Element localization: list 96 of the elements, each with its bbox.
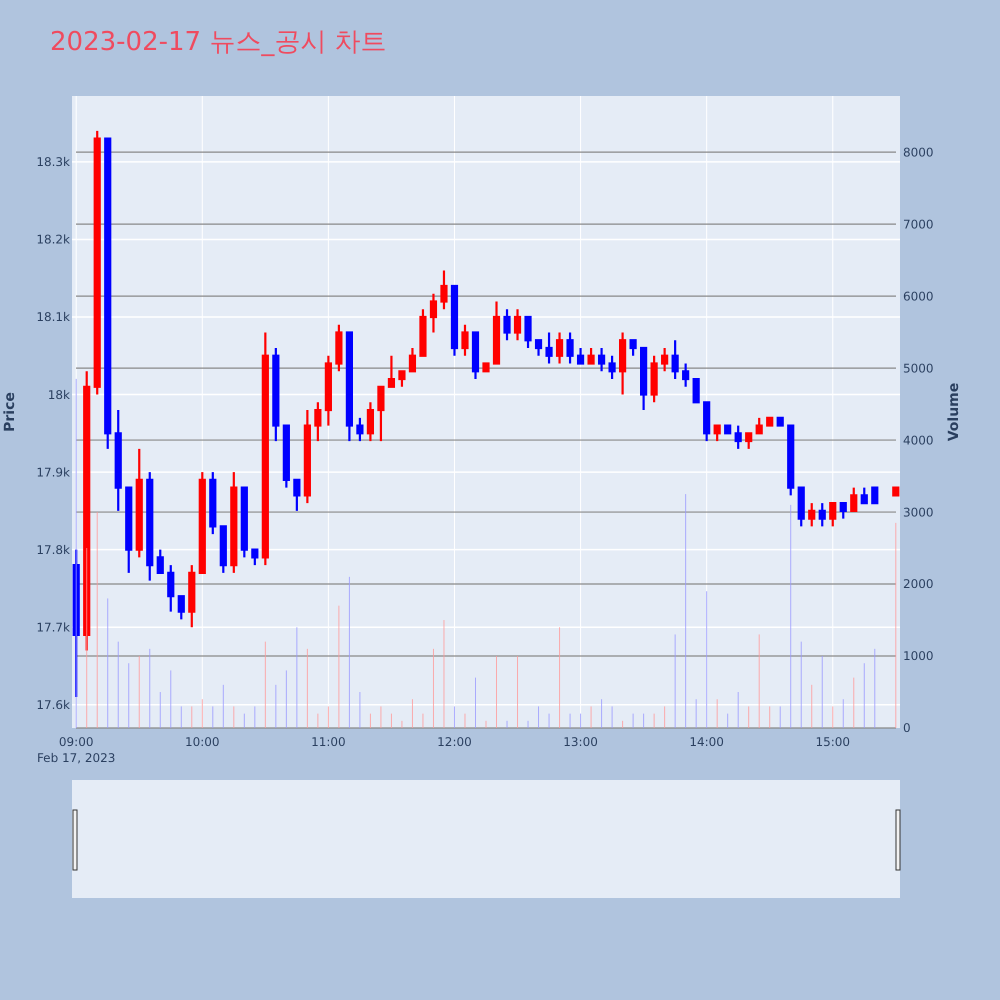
candlestick — [829, 502, 836, 528]
y-tick-label: 18.2k — [36, 232, 70, 247]
candlestick — [619, 331, 626, 396]
candlestick — [503, 308, 511, 342]
y2-tick-label: 4000 — [903, 433, 934, 448]
candlestick — [220, 525, 227, 574]
candlestick — [524, 316, 532, 350]
candlestick — [94, 130, 101, 396]
candlestick — [556, 331, 564, 365]
x-tick-label: 09:00 — [58, 735, 94, 749]
candlestick — [776, 416, 784, 427]
candlestick — [661, 346, 668, 372]
candlestick — [787, 424, 794, 496]
x-tick-label: 10:00 — [185, 735, 220, 749]
candlestick — [587, 346, 595, 365]
candlestick — [724, 424, 732, 434]
candlestick — [230, 471, 238, 574]
candlestick — [766, 416, 774, 427]
candlestick — [566, 331, 574, 365]
candlestick — [209, 471, 216, 536]
candlestick — [745, 432, 752, 450]
x-tick-label: 12:00 — [437, 735, 472, 749]
candlestick — [672, 339, 679, 380]
y-tick-label: 17.7k — [36, 620, 70, 634]
candlestick — [188, 564, 196, 628]
candlestick — [366, 401, 374, 442]
candlestick — [430, 292, 438, 334]
y-tick-label: 17.6k — [36, 698, 70, 712]
candlestick — [251, 548, 258, 566]
candlestick — [324, 354, 332, 427]
candlestick — [408, 346, 416, 372]
candlestick — [388, 354, 396, 388]
candlestick — [514, 308, 522, 342]
candlestick — [461, 324, 469, 357]
candlestick — [272, 346, 280, 442]
candlestick — [198, 471, 206, 574]
y-tick-label: 17.9k — [36, 465, 70, 480]
x-tick-label: 11:00 — [311, 735, 346, 749]
candlestick — [440, 269, 448, 310]
candlestick — [398, 370, 406, 388]
candlestick — [608, 354, 616, 380]
candlestick — [125, 486, 132, 574]
y2-tick-label: 6000 — [903, 289, 934, 304]
candlestick — [314, 401, 322, 442]
candlestick — [262, 331, 269, 566]
candlestick — [714, 424, 721, 442]
candlestick — [114, 408, 122, 512]
candlestick — [703, 401, 710, 442]
candlestick — [534, 339, 542, 357]
candlestick — [156, 548, 164, 574]
text: Feb 17, 2023 — [36, 751, 116, 765]
candlestick — [692, 378, 700, 404]
y2-axis-title: Volume — [946, 382, 962, 442]
candlestick — [240, 486, 248, 558]
candlestick — [136, 448, 143, 558]
candlestick — [545, 331, 553, 365]
y-tick-label: 17.8k — [36, 542, 70, 557]
x-tick-label: 14:00 — [689, 735, 724, 749]
y2-tick-label: 3000 — [903, 505, 934, 520]
candlestick — [377, 386, 385, 442]
candlestick — [356, 416, 364, 442]
candlestick — [178, 595, 185, 621]
y2-tick-label: 7000 — [903, 217, 934, 232]
y-tick-label: 18.1k — [36, 310, 70, 324]
y-axis-title: Price — [2, 392, 18, 432]
candlestick — [576, 346, 584, 365]
candlestick — [335, 324, 342, 372]
candlestick — [818, 502, 826, 528]
y2-tick-label: 2000 — [903, 577, 934, 592]
candlestick — [850, 486, 858, 512]
y2-tick-label: 0 — [903, 721, 911, 736]
candlestick — [146, 471, 154, 582]
candlestick — [482, 362, 490, 372]
candlestick — [798, 486, 805, 528]
candlestick — [682, 362, 690, 388]
y-tick-label: 18.3k — [36, 155, 70, 170]
candlestick — [630, 339, 637, 357]
y2-tick-label: 5000 — [903, 361, 934, 376]
candlestick — [756, 416, 763, 434]
x-tick-label: 13:00 — [563, 735, 598, 749]
candlestick — [860, 486, 868, 504]
candlestick — [104, 138, 112, 450]
candlestick — [167, 564, 174, 613]
candlestick — [840, 502, 847, 520]
y2-tick-label: 1000 — [903, 649, 934, 664]
candlestick — [293, 478, 300, 512]
y2-tick-label: 8000 — [903, 145, 934, 160]
chart-title: 2023-02-17 뉴스_공시 차트 — [50, 27, 387, 57]
candlestick — [808, 502, 816, 528]
candlestick — [734, 424, 742, 450]
y-tick-label: 18k — [48, 388, 70, 402]
x-tick-label: 15:00 — [815, 735, 850, 749]
candlestick — [650, 354, 658, 404]
candlestick — [871, 486, 878, 504]
candlestick — [598, 346, 606, 372]
candlestick — [892, 486, 900, 496]
